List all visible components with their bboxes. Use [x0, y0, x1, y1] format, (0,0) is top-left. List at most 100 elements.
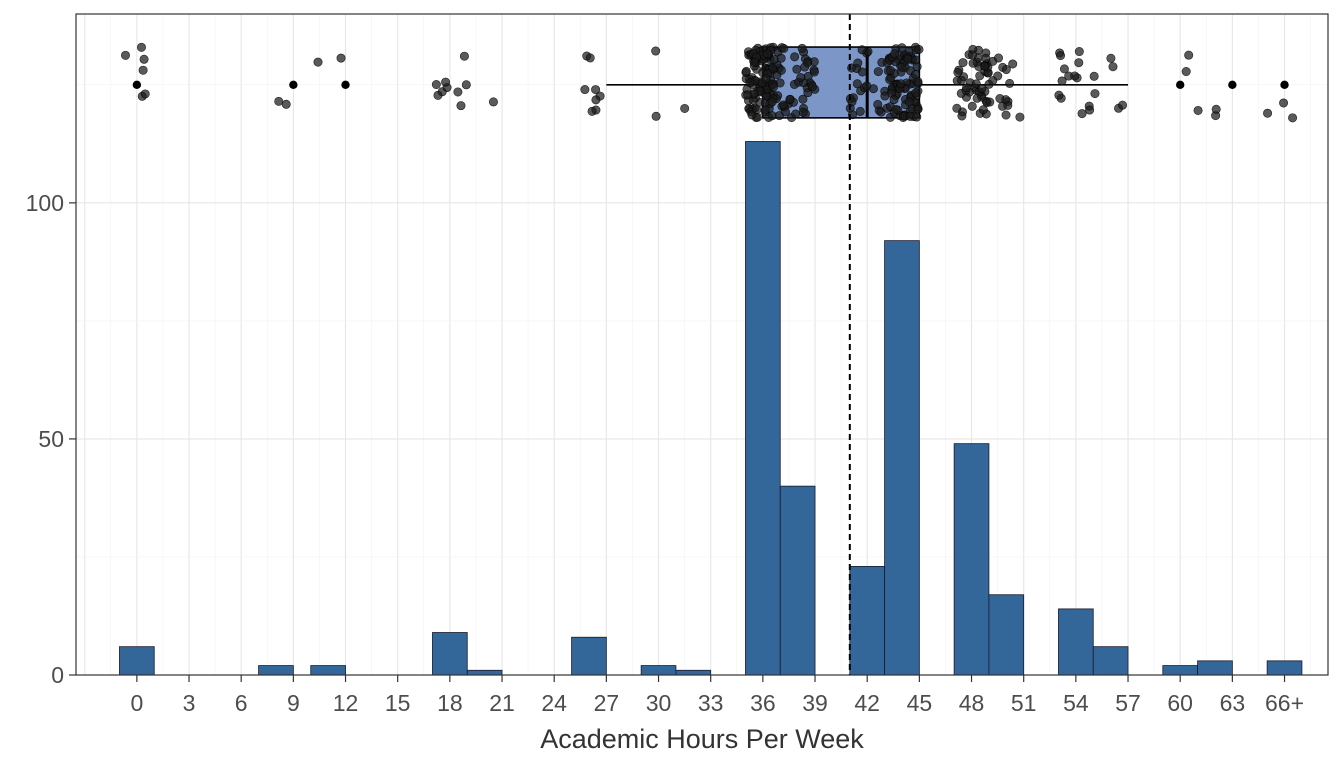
boxplot-outlier: [1175, 80, 1185, 90]
x-tick-label: 24: [541, 690, 567, 716]
jitter-point: [903, 54, 913, 64]
jitter-point: [1089, 71, 1099, 81]
jitter-point: [433, 90, 443, 100]
x-tick-label: 45: [907, 690, 933, 716]
jitter-point: [967, 101, 977, 111]
jitter-point: [1279, 98, 1289, 108]
x-tick-label: 60: [1167, 690, 1193, 716]
jitter-point: [803, 58, 813, 68]
jitter-point: [791, 109, 801, 119]
x-tick-label: 63: [1220, 690, 1246, 716]
jitter-point: [911, 55, 921, 65]
jitter-point: [140, 89, 150, 99]
jitter-point: [862, 81, 872, 91]
jitter-point: [651, 111, 661, 121]
histogram-bar: [1266, 660, 1303, 676]
histogram-bar: [432, 632, 468, 676]
jitter-point: [873, 67, 883, 77]
jitter-point: [993, 71, 1003, 81]
jitter-point: [807, 82, 817, 92]
histogram-bar: [988, 594, 1025, 676]
jitter-points: [120, 42, 1298, 123]
y-axis: 0 50 100: [26, 190, 76, 688]
panel-border: [75, 13, 1329, 676]
jitter-point: [809, 67, 819, 77]
boxplot-outlier: [132, 80, 142, 90]
jitter-point: [761, 74, 771, 84]
jitter-point: [1005, 78, 1015, 88]
histogram-bar: [953, 443, 990, 676]
x-tick-label: 39: [802, 690, 828, 716]
jitter-point: [985, 97, 995, 107]
x-tick-label: 30: [646, 690, 672, 716]
jitter-point: [1059, 64, 1069, 74]
jitter-point: [897, 62, 907, 72]
jitter-point: [1181, 67, 1191, 77]
histogram-bar: [884, 240, 920, 676]
x-tick-label: 6: [235, 690, 248, 716]
jitter-point: [904, 97, 914, 107]
jitter-point: [281, 99, 291, 109]
jitter-point: [880, 91, 890, 101]
jitter-point: [980, 61, 990, 71]
jitter-point: [760, 105, 770, 115]
jitter-point: [313, 57, 323, 67]
jitter-point: [776, 65, 786, 75]
x-tick-label: 48: [959, 690, 985, 716]
jitter-point: [978, 105, 988, 115]
boxplot-outlier: [1280, 80, 1289, 90]
jitter-point: [1001, 110, 1011, 120]
histogram-bar: [1197, 660, 1233, 676]
jitter-point: [912, 112, 922, 122]
jitter-point: [896, 79, 906, 89]
jitter-point: [911, 88, 921, 98]
jitter-point: [1001, 65, 1011, 75]
jitter-point: [1184, 50, 1194, 60]
jitter-point: [1090, 89, 1100, 99]
grid-lines: [76, 14, 1328, 676]
jitter-point: [752, 105, 762, 115]
jitter-point: [797, 43, 807, 53]
histogram-bar: [675, 669, 712, 676]
histogram-bar: [258, 665, 294, 676]
jitter-point: [994, 53, 1004, 63]
jitter-point: [995, 94, 1005, 104]
jitter-point: [1054, 90, 1064, 100]
jitter-point: [785, 94, 795, 104]
jitter-point: [453, 87, 463, 97]
jitter-point: [968, 58, 978, 68]
jitter-point: [1003, 100, 1013, 110]
jitter-point: [1263, 108, 1273, 118]
jitter-point: [441, 77, 451, 87]
jitter-point: [1118, 100, 1128, 110]
boxplot-outlier: [341, 80, 350, 90]
histogram-bar: [571, 636, 607, 676]
x-tick-label: 0: [130, 690, 143, 716]
x-tick-label: 36: [750, 690, 776, 716]
jitter-point: [967, 50, 977, 60]
jitter-point: [1008, 59, 1018, 69]
jitter-point: [913, 104, 923, 114]
jitter-point: [1056, 51, 1066, 61]
jitter-point: [873, 99, 883, 109]
x-tick-label: 3: [183, 690, 196, 716]
jitter-point: [336, 53, 346, 63]
jitter-point: [749, 58, 759, 68]
jitter-point: [741, 66, 751, 76]
jitter-point: [651, 46, 661, 56]
jitter-point: [762, 49, 772, 59]
jitter-point: [769, 82, 779, 92]
jitter-point: [743, 90, 753, 100]
jitter-point: [778, 100, 788, 110]
jitter-point: [1108, 62, 1118, 72]
x-tick-label: 57: [1115, 690, 1141, 716]
jitter-point: [136, 42, 146, 52]
jitter-point: [962, 83, 972, 93]
histogram-bar: [745, 141, 781, 676]
histogram-bar: [1162, 665, 1198, 676]
jitter-point: [591, 95, 601, 105]
jitter-point: [776, 53, 786, 63]
jitter-point: [680, 103, 690, 113]
jitter-point: [889, 95, 899, 105]
jitter-point: [1015, 112, 1025, 122]
